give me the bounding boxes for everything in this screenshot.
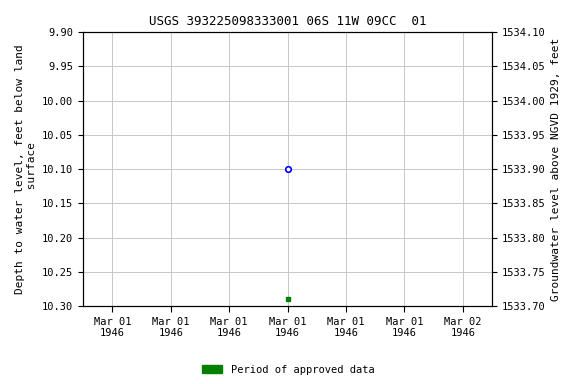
Title: USGS 393225098333001 06S 11W 09CC  01: USGS 393225098333001 06S 11W 09CC 01 [149, 15, 426, 28]
Legend: Period of approved data: Period of approved data [198, 361, 378, 379]
Y-axis label: Depth to water level, feet below land
 surface: Depth to water level, feet below land su… [15, 44, 37, 294]
Y-axis label: Groundwater level above NGVD 1929, feet: Groundwater level above NGVD 1929, feet [551, 38, 561, 301]
